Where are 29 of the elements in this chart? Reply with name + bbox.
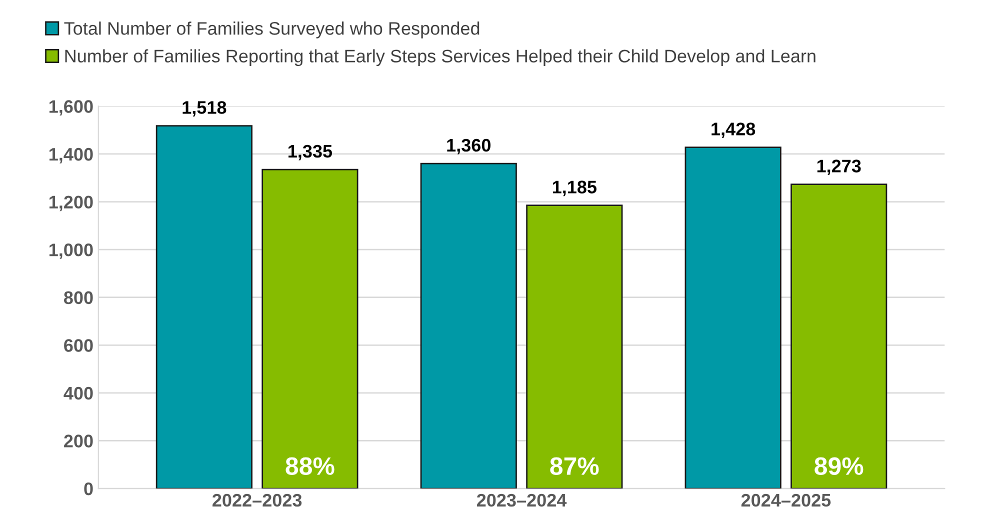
annotation: 87% — [550, 457, 599, 475]
y-tick-label: 1,200 — [49, 196, 93, 212]
legend-label: Number of Families Reporting that Early Steps Services Helped their Child Develop and Learn — [65, 49, 816, 66]
text: 1,428 — [712, 122, 756, 138]
bar — [420, 162, 517, 489]
text: 1,335 — [288, 144, 332, 160]
x-tick-label: 2023–2024 — [476, 494, 567, 507]
x-tick-label: 2024–2025 — [741, 494, 831, 507]
annotation: 88% — [286, 457, 334, 475]
annotation: 89% — [814, 457, 864, 475]
legend-label: Total Number of Families Surveyed who Responded — [64, 22, 480, 38]
y-tick-label: 600 — [64, 339, 93, 352]
y-tick-label: 800 — [64, 291, 93, 304]
y-tick-label: 200 — [64, 434, 93, 448]
text: 1,518 — [182, 101, 226, 117]
y-tick-label: 1,000 — [49, 244, 93, 259]
bar — [156, 125, 252, 489]
text: 1,185 — [552, 180, 596, 196]
bar — [262, 168, 358, 489]
x-tick-label: 2022–2023 — [212, 494, 302, 507]
text: 1,360 — [447, 138, 490, 154]
y-tick-label: 0 — [84, 482, 93, 496]
bar — [684, 146, 782, 489]
y-tick-label: 400 — [64, 386, 93, 400]
bar — [526, 204, 623, 489]
bar — [790, 184, 888, 489]
y-tick-label: 1,400 — [49, 148, 93, 164]
text: 1,273 — [817, 160, 861, 176]
y-tick-label: 1,600 — [49, 100, 93, 116]
